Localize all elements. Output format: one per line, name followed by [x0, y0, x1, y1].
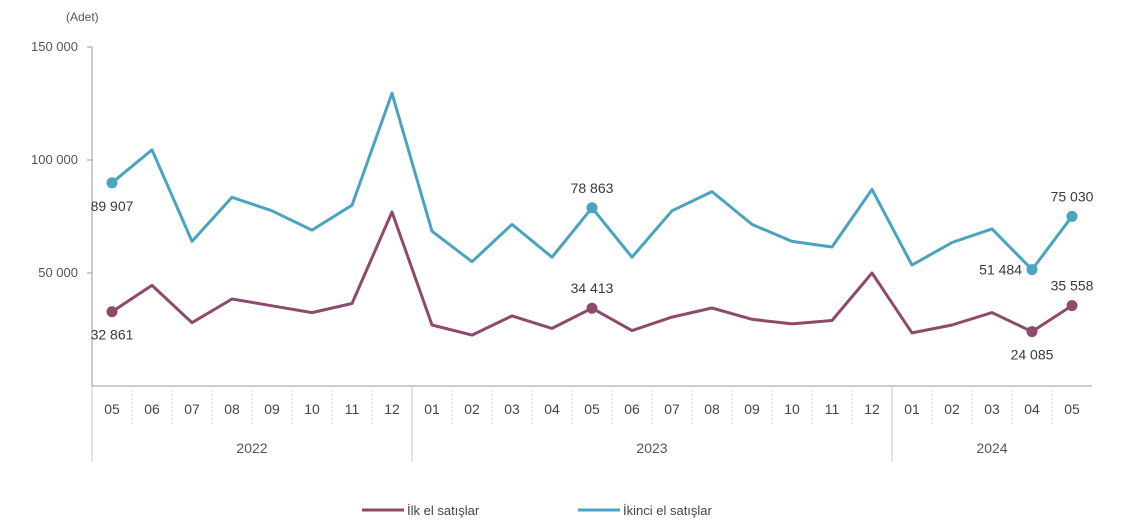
- x-tick-label: 08: [224, 401, 240, 417]
- x-tick-label: 05: [104, 401, 120, 417]
- x-tick-label: 06: [144, 401, 160, 417]
- x-tick-label: 02: [464, 401, 480, 417]
- x-tick-label: 10: [304, 401, 320, 417]
- x-tick-label: 07: [664, 401, 680, 417]
- x-tick-label: 05: [1064, 401, 1080, 417]
- data-point-marker: [1066, 300, 1078, 312]
- x-tick-label: 03: [504, 401, 520, 417]
- data-label: 78 863: [571, 180, 614, 196]
- series-line-first-hand: [110, 210, 1074, 337]
- data-label: 32 861: [91, 327, 134, 343]
- series-layer: [106, 91, 1078, 338]
- x-tick-label: 02: [944, 401, 960, 417]
- data-point-marker: [106, 306, 118, 318]
- legend: İlk el satışlar İkinci el satışlar: [362, 503, 713, 518]
- axes: [91, 47, 1092, 462]
- data-point-marker: [106, 177, 118, 189]
- x-tick-label: 05: [584, 401, 600, 417]
- x-tick-label: 03: [984, 401, 1000, 417]
- x-tick-label: 04: [544, 401, 560, 417]
- y-tick-label: 100 000: [31, 152, 78, 167]
- x-tick-label: 11: [345, 401, 360, 417]
- data-point-marker: [1026, 264, 1038, 276]
- y-tick-label: 150 000: [31, 39, 78, 54]
- year-label: 2024: [976, 440, 1007, 456]
- data-point-marker: [1026, 326, 1038, 338]
- year-label: 2023: [636, 440, 667, 456]
- data-labels: 89 907 78 863 51 484 75 030 32 861 34 413 24 0…: [91, 180, 1094, 363]
- x-axis-categories: 05 06 07 08 09 10 11 12 01 02 03 04 05 06 07 08 09 10 11 12…: [104, 401, 1080, 456]
- x-tick-label: 09: [264, 401, 280, 417]
- x-tick-label: 08: [704, 401, 720, 417]
- x-tick-label: 01: [424, 401, 440, 417]
- data-label: 24 085: [1011, 347, 1054, 363]
- data-point-marker: [586, 202, 598, 214]
- year-label: 2022: [236, 440, 267, 456]
- x-tick-label: 10: [784, 401, 800, 417]
- data-label: 75 030: [1051, 188, 1094, 204]
- x-tick-label: 12: [384, 401, 400, 417]
- data-point-marker: [1066, 210, 1078, 222]
- data-label: 89 907: [91, 198, 134, 214]
- data-label: 51 484: [979, 262, 1022, 278]
- legend-label-first-hand: İlk el satışlar: [407, 503, 480, 518]
- data-label: 35 558: [1051, 278, 1094, 294]
- y-tick-label: 50 000: [38, 265, 78, 280]
- x-tick-label: 11: [825, 401, 840, 417]
- x-tick-label: 09: [744, 401, 760, 417]
- data-point-marker: [586, 302, 598, 314]
- x-tick-label: 06: [624, 401, 640, 417]
- data-label: 34 413: [571, 280, 614, 296]
- legend-label-second-hand: İkinci el satışlar: [623, 503, 713, 518]
- x-tick-label: 01: [904, 401, 920, 417]
- y-axis-ticks: 150 000 100 000 50 000: [31, 39, 92, 280]
- x-tick-label: 04: [1024, 401, 1040, 417]
- y-axis-unit-label: (Adet): [66, 10, 99, 24]
- x-tick-label: 12: [864, 401, 880, 417]
- x-tick-label: 07: [184, 401, 200, 417]
